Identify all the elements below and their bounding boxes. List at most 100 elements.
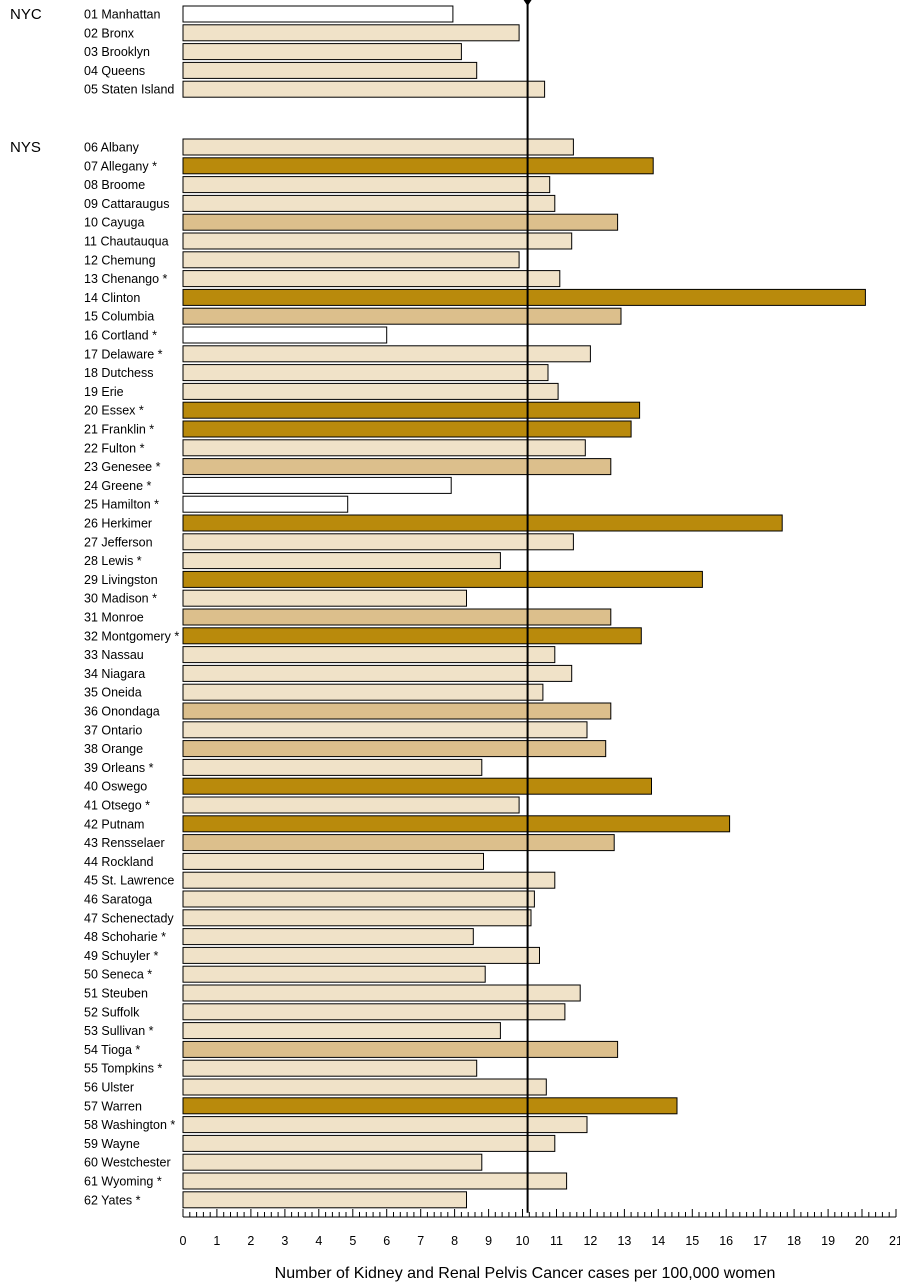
category-label-45-st-lawrence: 45 St. Lawrence [84,874,174,888]
x-tick-label: 17 [753,1234,767,1248]
bar-36-onondaga [182,702,612,720]
category-label-56-ulster: 56 Ulster [84,1081,134,1095]
category-label-12-chemung: 12 Chemung [84,253,156,267]
bar-28-lewis [182,552,501,570]
x-tick-label: 8 [451,1234,458,1248]
bar-16-cortland [182,326,388,344]
bar-46-saratoga [182,890,535,908]
bar-38-orange [182,740,607,758]
bar-26-herkimer [182,514,783,532]
x-tick-label: 11 [550,1234,563,1248]
bar-44-rockland [182,852,484,870]
group-label-nyc: NYC [10,6,42,23]
category-label-21-franklin: 21 Franklin * [84,423,154,437]
category-label-19-erie: 19 Erie [84,385,124,399]
bar-21-franklin [182,420,632,438]
bar-41-otsego [182,796,520,814]
category-label-26-herkimer: 26 Herkimer [84,517,152,531]
category-label-14-clinton: 14 Clinton [84,291,140,305]
category-label-47-schenectady: 47 Schenectady [84,911,174,925]
x-tick-label: 16 [719,1234,733,1248]
bar-52-suffolk [182,1003,566,1021]
category-label-37-ontario: 37 Ontario [84,723,142,737]
bar-02-bronx [182,24,520,42]
bar-01-manhattan [182,5,454,23]
bar-49-schuyler [182,946,540,964]
bar-40-oswego [182,777,652,795]
bar-30-madison [182,589,467,607]
bar-47-schenectady [182,909,532,927]
bar-42-putnam [182,815,731,833]
category-labels: 01 Manhattan 02 Bronx 03 Brooklyn 04 Queens… [84,8,179,1208]
category-label-07-allegany: 07 Allegany * [84,159,157,173]
bar-08-broome [182,176,551,194]
bar-05-staten-island [182,80,546,98]
x-tick-label: 15 [685,1234,699,1248]
category-label-51-steuben: 51 Steuben [84,987,148,1001]
x-tick-label: 0 [180,1234,187,1248]
category-label-32-montgomery: 32 Montgomery * [84,629,179,643]
category-label-28-lewis: 28 Lewis * [84,554,142,568]
bar-27-jefferson [182,533,574,551]
category-label-60-westchester: 60 Westchester [84,1156,171,1170]
category-label-15-columbia: 15 Columbia [84,310,154,324]
category-label-41-otsego: 41 Otsego * [84,799,150,813]
category-label-35-oneida: 35 Oneida [84,686,142,700]
bar-62-yates [182,1191,467,1209]
x-tick-label: 14 [651,1234,665,1248]
bar-61-wyoming [182,1172,568,1190]
category-label-16-cortland: 16 Cortland * [84,329,157,343]
bar-33-nassau [182,646,556,664]
bar-18-dutchess [182,364,549,382]
category-label-49-schuyler: 49 Schuyler * [84,949,158,963]
bar-20-essex [182,401,641,419]
category-label-04-queens: 04 Queens [84,64,145,78]
category-label-30-madison: 30 Madison * [84,592,157,606]
bar-07-allegany [182,157,654,175]
category-label-58-washington: 58 Washington * [84,1118,175,1132]
category-label-39-orleans: 39 Orleans * [84,761,154,775]
category-label-54-tioga: 54 Tioga * [84,1043,140,1057]
group-labels: NYC NYS [10,6,42,156]
bar-58-washington [182,1116,588,1134]
x-axis-label: Number of Kidney and Renal Pelvis Cancer… [275,1265,776,1282]
bar-57-warren [182,1097,678,1115]
bar-56-ulster [182,1078,547,1096]
category-label-08-broome: 08 Broome [84,178,145,192]
bar-09-cattaraugus [182,194,556,212]
category-label-50-seneca: 50 Seneca * [84,968,152,982]
category-label-52-suffolk: 52 Suffolk [84,1005,140,1019]
bar-12-chemung [182,251,520,269]
reference-line-layer [523,0,532,1213]
category-label-01-manhattan: 01 Manhattan [84,8,160,22]
bar-03-brooklyn [182,43,462,61]
bar-37-ontario [182,721,588,739]
bar-04-queens [182,61,478,79]
category-label-61-wyoming: 61 Wyoming * [84,1175,162,1189]
bars [182,5,866,1209]
category-label-02-bronx: 02 Bronx [84,26,135,40]
category-label-33-nassau: 33 Nassau [84,648,144,662]
x-tick-label: 5 [349,1234,356,1248]
category-label-24-greene: 24 Greene * [84,479,152,493]
category-label-29-livingston: 29 Livingston [84,573,158,587]
bar-29-livingston [182,570,703,588]
category-label-11-chautauqua: 11 Chautauqua [84,235,169,249]
bar-06-albany [182,138,574,156]
category-label-55-tompkins: 55 Tompkins * [84,1062,162,1076]
x-tick-label: 13 [617,1234,631,1248]
bar-48-schoharie [182,928,474,946]
bar-43-rensselaer [182,834,615,852]
x-tick-label: 6 [383,1234,390,1248]
bar-53-sullivan [182,1022,501,1040]
x-tick-label: 18 [787,1234,801,1248]
x-tick-label: 3 [281,1234,288,1248]
x-tick-label: 21 [889,1234,900,1248]
x-tick-label: 20 [855,1234,869,1248]
bar-23-genesee [182,458,612,476]
bar-17-delaware [182,345,591,363]
category-label-06-albany: 06 Albany [84,141,140,155]
category-label-23-genesee: 23 Genesee * [84,460,161,474]
x-tick-label: 7 [417,1234,424,1248]
category-label-43-rensselaer: 43 Rensselaer [84,836,165,850]
